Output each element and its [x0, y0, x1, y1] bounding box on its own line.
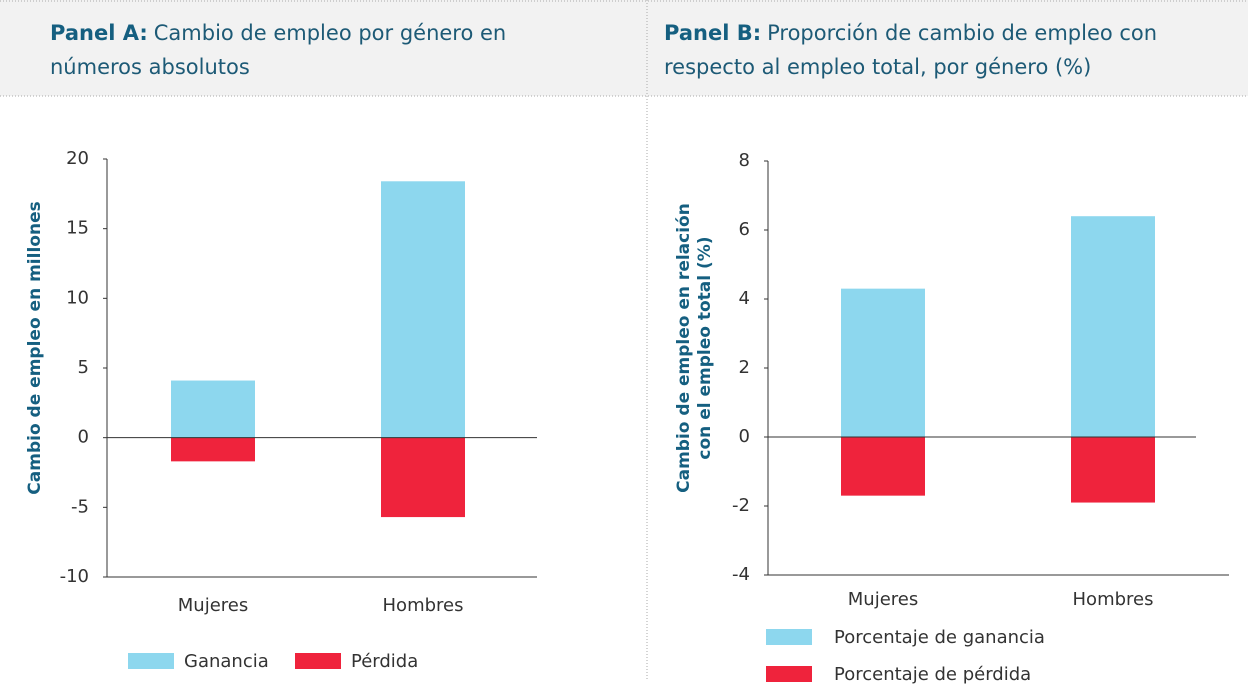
bar: [841, 437, 925, 496]
y-tick-label: -10: [60, 566, 89, 587]
y-tick-label: -5: [71, 496, 89, 517]
y-tick-label: 0: [739, 426, 750, 447]
y-axis-label: Cambio de empleo en relación: [674, 203, 694, 493]
panel-title-line: Cambio de empleo por género en: [154, 21, 506, 45]
panel-title-line: números absolutos: [50, 55, 250, 79]
panel-title: Panel B: Proporción de cambio de empleo c…: [664, 21, 1157, 45]
x-tick-label: Hombres: [1073, 589, 1154, 610]
x-tick-label: Mujeres: [178, 595, 248, 616]
bar: [381, 437, 465, 518]
bar: [171, 380, 255, 438]
bar: [171, 437, 255, 462]
y-axis-label: con el empleo total (%): [695, 236, 715, 459]
y-tick-label: 8: [739, 150, 750, 171]
header-band: [0, 0, 1248, 96]
legend-label: Ganancia: [184, 651, 269, 672]
bar: [1071, 216, 1155, 437]
bar: [1071, 437, 1155, 503]
y-tick-label: 10: [66, 287, 89, 308]
legend-swatch: [766, 666, 812, 682]
legend-label: Porcentaje de pérdida: [834, 664, 1031, 685]
panel-label: Panel A:: [50, 21, 148, 45]
legend-swatch: [128, 653, 174, 669]
y-tick-label: 20: [66, 148, 89, 169]
y-tick-label: 5: [78, 357, 89, 378]
y-tick-label: 2: [739, 357, 750, 378]
x-tick-label: Mujeres: [848, 589, 918, 610]
y-tick-label: 0: [78, 427, 89, 448]
legend-swatch: [295, 653, 341, 669]
bar: [841, 288, 925, 437]
bar: [381, 181, 465, 438]
panel-title-line: Proporción de cambio de empleo con: [767, 21, 1157, 45]
legend-swatch: [766, 629, 812, 645]
legend-label: Porcentaje de ganancia: [834, 627, 1045, 648]
charts: Panel A: Cambio de empleo por género en nú…: [25, 21, 1229, 685]
y-axis-label: Cambio de empleo en millones: [25, 201, 45, 494]
panel-title: Panel A: Cambio de empleo por género en: [50, 21, 506, 45]
y-tick-label: 15: [66, 218, 89, 239]
y-tick-label: 4: [739, 288, 750, 309]
y-tick-label: -2: [732, 495, 750, 516]
panel-label: Panel B:: [664, 21, 761, 45]
y-tick-label: -4: [732, 564, 750, 585]
legend-label: Pérdida: [351, 651, 418, 672]
x-tick-label: Hombres: [383, 595, 464, 616]
panel-title-line: respecto al empleo total, por género (%): [664, 55, 1091, 79]
y-tick-label: 6: [739, 219, 750, 240]
